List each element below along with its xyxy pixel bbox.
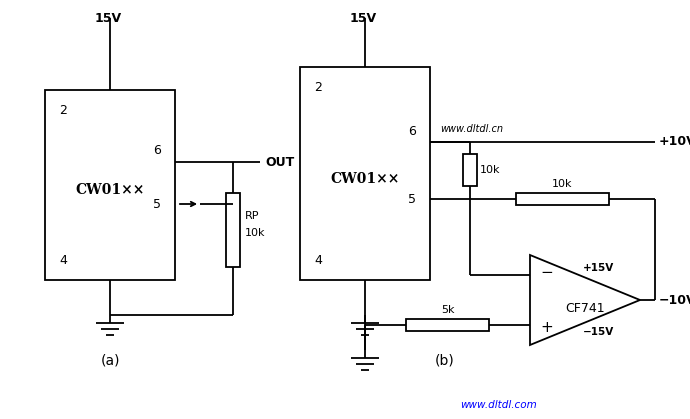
Text: (a): (a) xyxy=(100,353,120,367)
Text: 10k: 10k xyxy=(480,166,500,175)
Text: 2: 2 xyxy=(314,80,322,93)
Text: −: − xyxy=(540,265,553,280)
Text: 2: 2 xyxy=(59,103,67,116)
Text: 10k: 10k xyxy=(245,228,266,238)
Bar xyxy=(516,193,609,205)
Text: RP: RP xyxy=(245,211,259,221)
Text: 15V: 15V xyxy=(95,12,121,25)
Text: 10k: 10k xyxy=(552,179,573,189)
Text: (b): (b) xyxy=(435,353,455,367)
Text: OUT: OUT xyxy=(265,156,294,169)
Text: 15V: 15V xyxy=(349,12,377,25)
Text: −10V: −10V xyxy=(659,293,690,307)
Text: 6: 6 xyxy=(153,144,161,157)
Text: CF741: CF741 xyxy=(565,302,605,315)
Text: CW01××: CW01×× xyxy=(75,183,145,197)
Bar xyxy=(406,319,489,331)
Text: CW01××: CW01×× xyxy=(331,171,400,186)
Text: 4: 4 xyxy=(59,253,67,266)
Text: +: + xyxy=(540,320,553,335)
Bar xyxy=(300,67,430,280)
Text: +15V: +15V xyxy=(582,263,613,273)
Text: 5: 5 xyxy=(153,197,161,210)
Text: +10V: +10V xyxy=(659,135,690,148)
Text: −15V: −15V xyxy=(582,327,613,337)
Bar xyxy=(226,193,240,267)
Text: www.dltdl.com: www.dltdl.com xyxy=(460,400,537,410)
Bar xyxy=(45,90,175,280)
Text: 5k: 5k xyxy=(441,305,454,315)
Text: 6: 6 xyxy=(408,125,416,138)
Bar xyxy=(463,155,477,186)
Text: www.dltdl.cn: www.dltdl.cn xyxy=(440,124,503,134)
Text: 4: 4 xyxy=(314,253,322,266)
Text: 5: 5 xyxy=(408,193,416,206)
